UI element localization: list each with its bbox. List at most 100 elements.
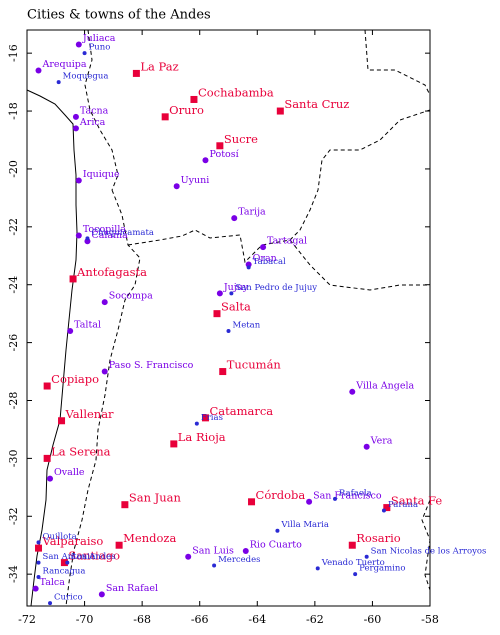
- place-label: Metan: [233, 321, 261, 331]
- place-label: Santiago: [68, 549, 120, 563]
- x-tick-label: -66: [191, 613, 209, 626]
- town-marker: [84, 238, 91, 245]
- border-peru-bolivia: [84, 29, 119, 191]
- village-marker: [364, 554, 369, 559]
- place-label: Villa Maria: [280, 520, 329, 530]
- town-marker: [72, 113, 79, 120]
- place-label: Rancagua: [43, 567, 86, 577]
- plot-frame: [26, 29, 431, 607]
- place-label: Antofagasta: [76, 265, 147, 279]
- city-marker: [121, 501, 129, 509]
- place-label: Arica: [79, 117, 106, 128]
- place-label: Salta: [221, 300, 251, 314]
- place-label: Tacna: [80, 105, 109, 116]
- city-marker: [132, 69, 140, 77]
- village-marker: [194, 421, 199, 426]
- place-label: Venado Tuerto: [321, 558, 385, 568]
- place-label: Quillota: [43, 532, 77, 542]
- place-label: Tartagal: [267, 236, 307, 247]
- x-tick-label: -64: [248, 613, 266, 626]
- place-label: Frias: [201, 413, 223, 423]
- town-marker: [306, 498, 313, 505]
- town-marker: [245, 261, 252, 268]
- city-marker: [170, 440, 178, 448]
- place-label: Copiapo: [51, 372, 99, 386]
- place-label: Vera: [370, 435, 393, 446]
- city-marker: [216, 142, 224, 150]
- city-marker: [43, 454, 51, 462]
- place-label: Oruro: [169, 103, 204, 117]
- village-marker: [381, 508, 386, 513]
- place-label: Oran: [253, 253, 277, 264]
- place-label: Taltal: [74, 320, 101, 331]
- border-brazil: [364, 29, 431, 96]
- village-marker: [48, 601, 53, 606]
- x-tick-label: -58: [421, 613, 439, 626]
- town-marker: [101, 368, 108, 375]
- place-label: Puno: [89, 43, 111, 53]
- place-label: Catamarca: [209, 404, 273, 418]
- town-marker: [75, 177, 82, 184]
- place-label: Pergamino: [359, 564, 405, 574]
- town-marker: [260, 244, 267, 251]
- city-marker: [348, 541, 356, 549]
- town-marker: [32, 585, 39, 592]
- place-label: San Rafael: [106, 583, 158, 594]
- town-marker: [75, 232, 82, 239]
- place-label: Tocopilla: [83, 224, 127, 235]
- city-marker: [115, 541, 123, 549]
- place-label: Iquique: [83, 169, 120, 180]
- town-marker: [349, 388, 356, 395]
- place-label: Talca: [40, 577, 66, 588]
- city-marker: [213, 310, 221, 318]
- village-marker: [36, 560, 41, 565]
- y-tick-label: -34: [7, 565, 20, 583]
- city-marker: [201, 414, 209, 422]
- place-label: San Francisco: [313, 490, 382, 501]
- coastline: [26, 89, 78, 607]
- town-marker: [72, 125, 79, 132]
- y-tick-label: -30: [7, 450, 20, 468]
- place-label: Calama: [91, 230, 128, 241]
- city-marker: [219, 368, 227, 376]
- place-label: Mercedes: [218, 555, 260, 565]
- village-marker: [36, 540, 41, 545]
- place-label: Juliaca: [82, 33, 116, 44]
- town-marker: [35, 67, 42, 74]
- place-label: Socompa: [109, 291, 153, 302]
- village-marker: [229, 291, 234, 296]
- village-marker: [85, 236, 90, 241]
- place-label: San Pedro de Jujuy: [235, 283, 317, 293]
- village-marker: [275, 528, 280, 533]
- y-tick-label: -16: [7, 44, 20, 62]
- place-label: La Serena: [51, 444, 111, 458]
- place-label: Moquegua: [63, 72, 109, 82]
- y-tick-label: -22: [7, 218, 20, 236]
- y-tick-label: -24: [7, 276, 20, 294]
- x-tick-label: -68: [133, 613, 151, 626]
- y-tick-label: -26: [7, 334, 20, 352]
- chart-title: Cities & towns of the Andes: [27, 8, 211, 23]
- place-label: Valparaiso: [42, 534, 104, 548]
- x-tick-label: -60: [364, 613, 382, 626]
- village-marker: [56, 80, 61, 85]
- place-label: Rafaela: [339, 488, 372, 498]
- city-marker: [60, 559, 68, 567]
- place-label: Ovalle: [54, 467, 85, 478]
- border-bolivia-south: [127, 109, 431, 264]
- town-marker: [101, 299, 108, 306]
- border-paraguay: [289, 239, 430, 291]
- place-label: Vallenar: [65, 407, 115, 421]
- place-label: Cochabamba: [198, 85, 274, 99]
- x-tick-label: -72: [18, 613, 36, 626]
- town-marker: [67, 328, 74, 335]
- village-marker: [82, 51, 87, 56]
- place-label: Parana: [388, 500, 418, 510]
- place-label: Arequipa: [42, 59, 87, 70]
- town-marker: [242, 548, 249, 555]
- city-marker: [58, 417, 66, 425]
- town-marker: [98, 591, 105, 598]
- place-label: Mendoza: [123, 531, 176, 545]
- town-marker: [47, 475, 54, 482]
